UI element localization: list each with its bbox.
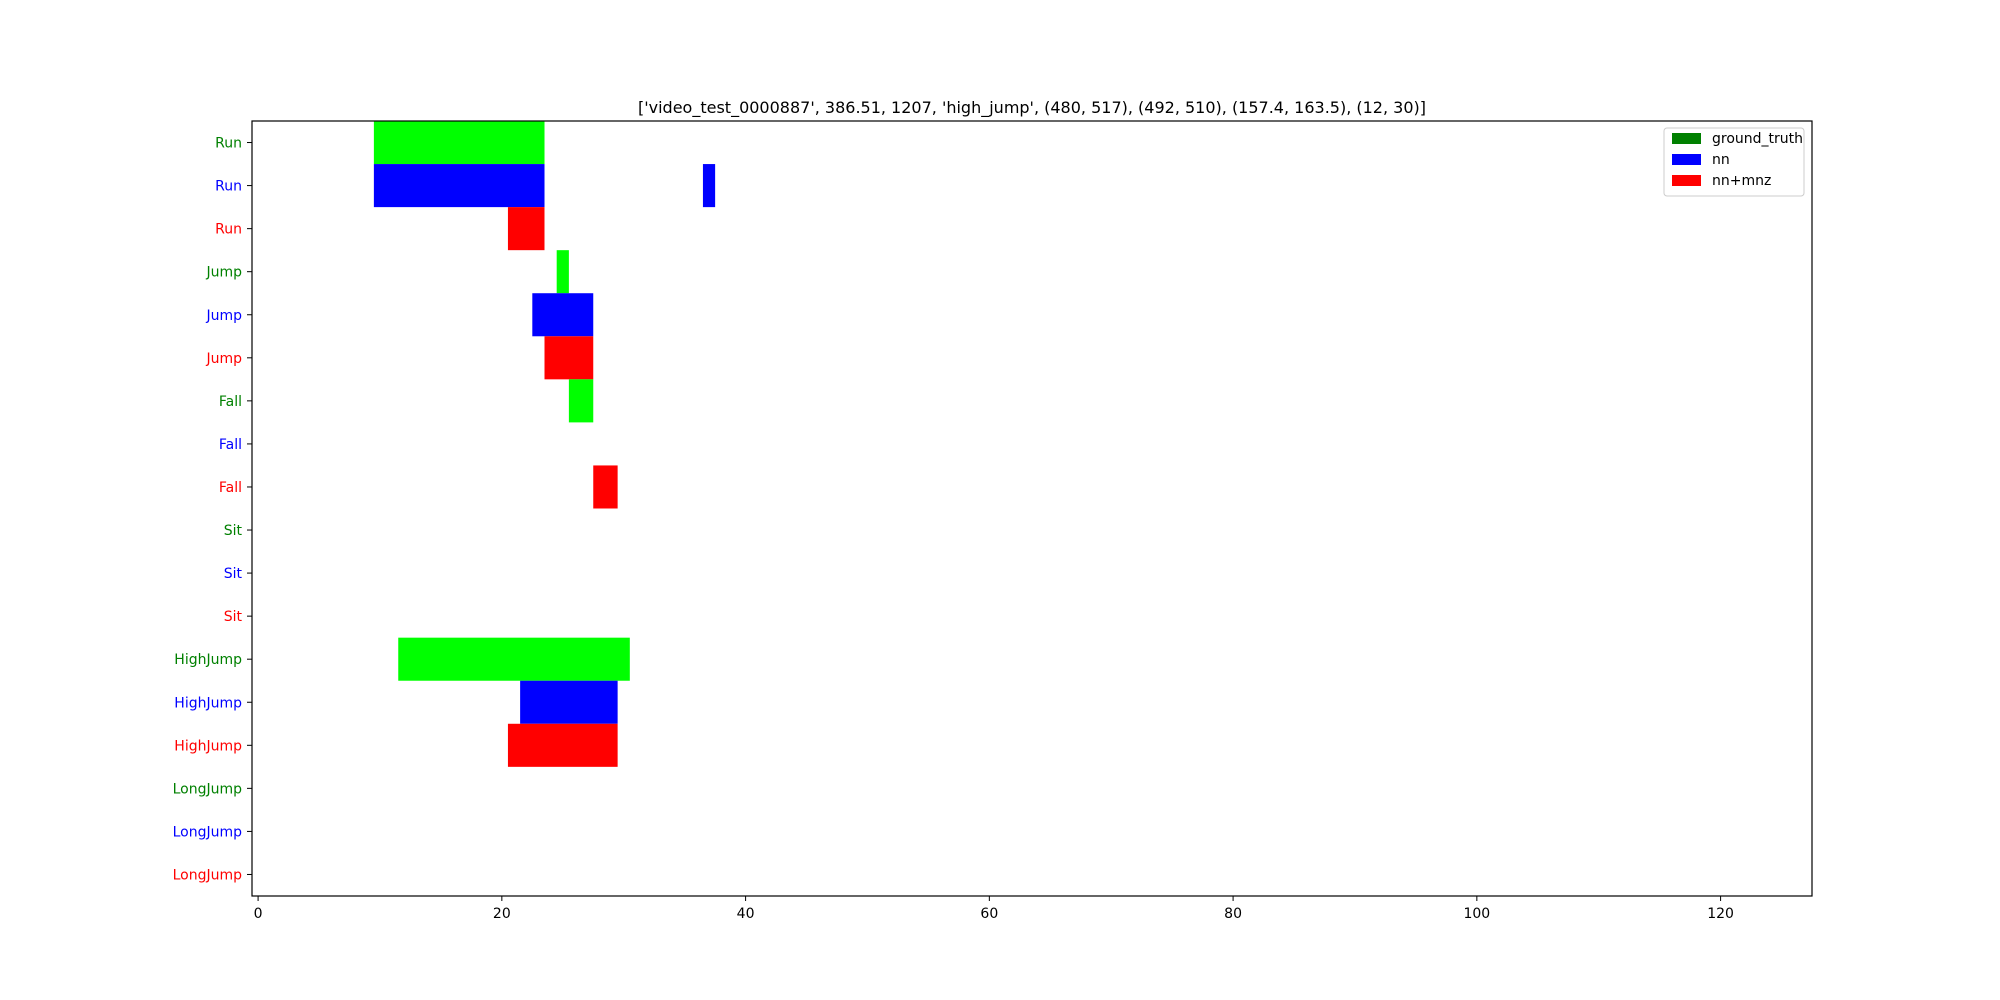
y-axis: Run Run Run Jump Jump Jump Fall Fall Fall Sit Sit S… [173,136,252,883]
bar-run-row1-seg0 [373,164,545,208]
y-tick-label: Sit [224,523,243,539]
x-tick-label: 100 [1463,906,1490,922]
y-tick-label: HighJump [174,695,242,711]
legend-label: ground_truth [1712,131,1803,147]
y-tick-label: LongJump [173,824,243,840]
legend-label: nn+mnz [1712,173,1771,189]
legend-label: nn [1712,152,1730,168]
plot-area-frame [251,120,1813,897]
y-tick-label: Run [215,136,242,152]
y-tick-label: Sit [224,609,243,625]
chart-title: ['video_test_0000887', 386.51, 1207, 'hi… [638,98,1426,118]
y-tick-label: Fall [219,394,242,410]
y-tick-label: HighJump [174,652,242,668]
bar-jump-row5-seg0 [544,336,594,380]
y-tick-label: LongJump [173,867,243,883]
y-tick-label: Run [215,222,242,238]
bar-run-row1-seg1 [702,164,716,208]
bar-fall-row6-seg0 [568,379,594,423]
y-tick-label: Run [215,179,242,195]
bar-jump-row4-seg0 [532,293,594,337]
bars-layer [373,121,716,767]
bar-jump-row3-seg0 [556,250,569,294]
x-tick-label: 20 [493,906,511,922]
x-axis: 0 20 40 60 80 100 120 [254,896,1734,922]
x-tick-label: 40 [737,906,755,922]
x-tick-label: 80 [1224,906,1242,922]
y-tick-label: Fall [219,480,242,496]
bar-highjump-row13-seg0 [520,680,618,724]
y-tick-label: Sit [224,566,243,582]
y-tick-label: LongJump [173,781,243,797]
legend-swatch [1672,133,1701,144]
bar-run-row0-seg0 [373,121,545,165]
legend-swatch [1672,175,1701,186]
bar-fall-row8-seg0 [593,465,618,509]
bar-highjump-row14-seg0 [507,723,618,767]
x-tick-label: 60 [980,906,998,922]
y-tick-label: HighJump [174,738,242,754]
x-tick-label: 120 [1707,906,1734,922]
y-tick-label: Jump [205,265,242,281]
bar-run-row2-seg0 [507,207,545,251]
x-tick-label: 0 [254,906,263,922]
bar-highjump-row12-seg0 [398,637,630,681]
y-tick-label: Jump [205,351,242,367]
legend-swatch [1672,154,1701,165]
y-tick-label: Jump [205,308,242,324]
y-tick-label: Fall [219,437,242,453]
